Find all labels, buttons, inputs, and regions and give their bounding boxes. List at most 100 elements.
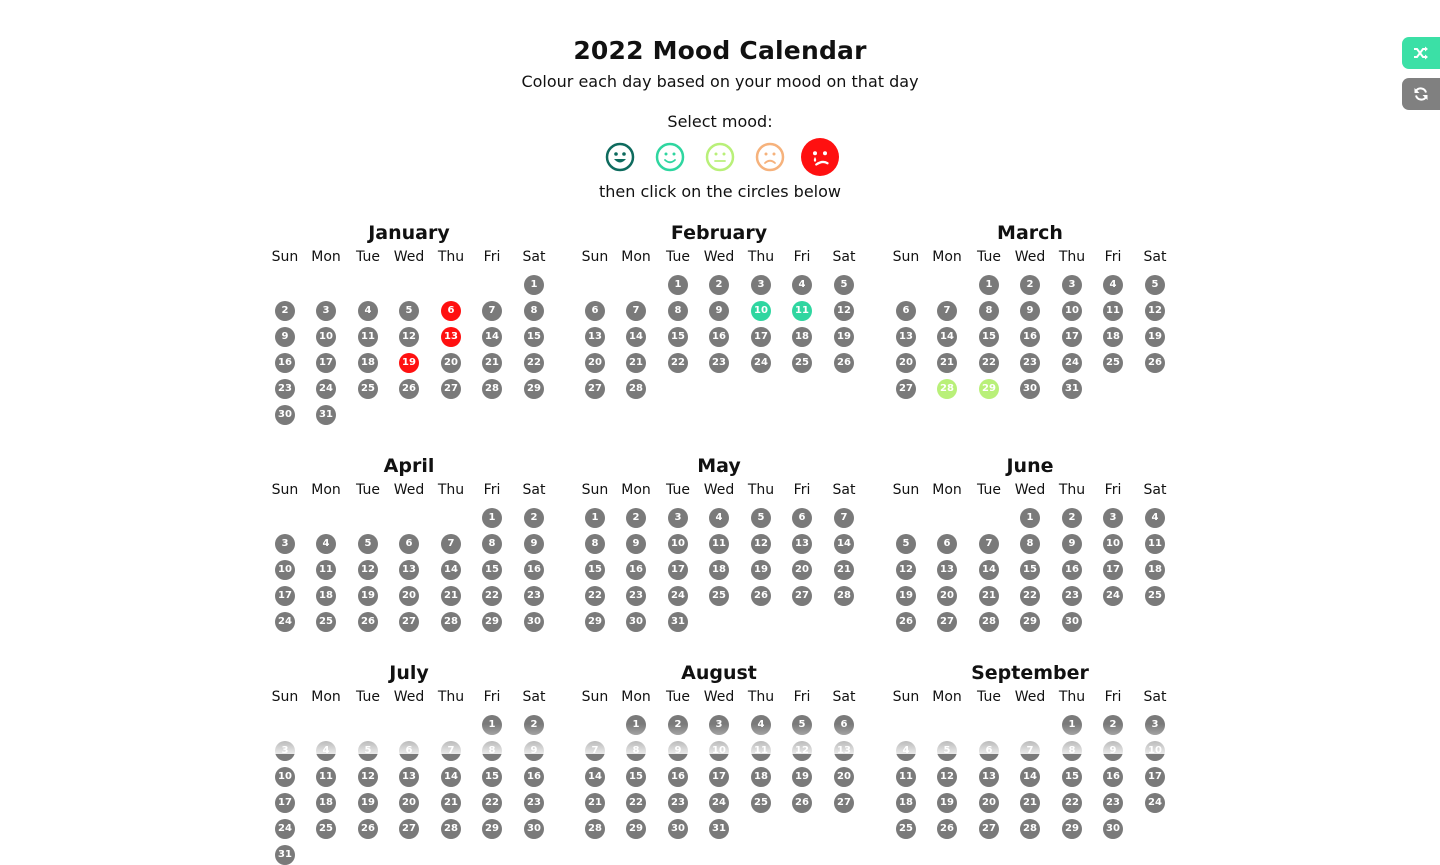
day-circle[interactable]: 3 — [316, 301, 336, 321]
day-circle[interactable]: 14 — [626, 327, 646, 347]
day-circle[interactable]: 9 — [1020, 301, 1040, 321]
day-circle[interactable]: 8 — [1062, 741, 1082, 761]
day-circle[interactable]: 23 — [524, 793, 544, 813]
day-circle[interactable]: 28 — [441, 819, 461, 839]
day-circle[interactable]: 13 — [834, 741, 854, 761]
day-circle[interactable]: 27 — [399, 819, 419, 839]
day-circle[interactable]: 19 — [1145, 327, 1165, 347]
day-circle[interactable]: 27 — [441, 379, 461, 399]
day-circle[interactable]: 15 — [524, 327, 544, 347]
day-circle[interactable]: 3 — [709, 715, 729, 735]
day-circle[interactable]: 11 — [792, 301, 812, 321]
day-circle[interactable]: 2 — [1103, 715, 1123, 735]
day-circle[interactable]: 21 — [585, 793, 605, 813]
day-circle[interactable]: 24 — [709, 793, 729, 813]
day-circle[interactable]: 5 — [834, 275, 854, 295]
day-circle[interactable]: 26 — [358, 819, 378, 839]
day-circle[interactable]: 24 — [275, 612, 295, 632]
day-circle[interactable]: 20 — [585, 353, 605, 373]
day-circle[interactable]: 3 — [275, 534, 295, 554]
day-circle[interactable]: 1 — [482, 715, 502, 735]
day-circle[interactable]: 3 — [1145, 715, 1165, 735]
day-circle[interactable]: 20 — [399, 793, 419, 813]
day-circle[interactable]: 25 — [709, 586, 729, 606]
day-circle[interactable]: 28 — [1020, 819, 1040, 839]
day-circle[interactable]: 13 — [979, 767, 999, 787]
day-circle[interactable]: 18 — [316, 586, 336, 606]
day-circle[interactable]: 16 — [1020, 327, 1040, 347]
day-circle[interactable]: 7 — [626, 301, 646, 321]
day-circle[interactable]: 20 — [937, 586, 957, 606]
day-circle[interactable]: 12 — [399, 327, 419, 347]
day-circle[interactable]: 26 — [358, 612, 378, 632]
day-circle[interactable]: 29 — [979, 379, 999, 399]
day-circle[interactable]: 28 — [585, 819, 605, 839]
day-circle[interactable]: 23 — [1062, 586, 1082, 606]
day-circle[interactable]: 5 — [751, 508, 771, 528]
day-circle[interactable]: 17 — [275, 793, 295, 813]
day-circle[interactable]: 2 — [1062, 508, 1082, 528]
day-circle[interactable]: 20 — [441, 353, 461, 373]
day-circle[interactable]: 17 — [751, 327, 771, 347]
day-circle[interactable]: 8 — [979, 301, 999, 321]
day-circle[interactable]: 6 — [441, 301, 461, 321]
day-circle[interactable]: 10 — [1145, 741, 1165, 761]
day-circle[interactable]: 13 — [399, 560, 419, 580]
day-circle[interactable]: 19 — [399, 353, 419, 373]
day-circle[interactable]: 22 — [668, 353, 688, 373]
day-circle[interactable]: 13 — [399, 767, 419, 787]
day-circle[interactable]: 15 — [585, 560, 605, 580]
day-circle[interactable]: 2 — [524, 508, 544, 528]
day-circle[interactable]: 10 — [1103, 534, 1123, 554]
day-circle[interactable]: 24 — [751, 353, 771, 373]
day-circle[interactable]: 28 — [979, 612, 999, 632]
day-circle[interactable]: 15 — [626, 767, 646, 787]
day-circle[interactable]: 9 — [668, 741, 688, 761]
day-circle[interactable]: 2 — [626, 508, 646, 528]
day-circle[interactable]: 27 — [399, 612, 419, 632]
day-circle[interactable]: 8 — [482, 741, 502, 761]
day-circle[interactable]: 5 — [792, 715, 812, 735]
day-circle[interactable]: 14 — [937, 327, 957, 347]
day-circle[interactable]: 29 — [482, 612, 502, 632]
day-circle[interactable]: 27 — [585, 379, 605, 399]
day-circle[interactable]: 25 — [358, 379, 378, 399]
day-circle[interactable]: 12 — [834, 301, 854, 321]
day-circle[interactable]: 29 — [626, 819, 646, 839]
mood-grin-button[interactable] — [605, 142, 635, 172]
day-circle[interactable]: 7 — [979, 534, 999, 554]
day-circle[interactable]: 26 — [792, 793, 812, 813]
day-circle[interactable]: 21 — [441, 793, 461, 813]
day-circle[interactable]: 22 — [1020, 586, 1040, 606]
day-circle[interactable]: 22 — [585, 586, 605, 606]
day-circle[interactable]: 9 — [524, 741, 544, 761]
day-circle[interactable]: 29 — [1062, 819, 1082, 839]
day-circle[interactable]: 10 — [275, 767, 295, 787]
day-circle[interactable]: 10 — [275, 560, 295, 580]
day-circle[interactable]: 16 — [524, 767, 544, 787]
day-circle[interactable]: 28 — [937, 379, 957, 399]
day-circle[interactable]: 26 — [751, 586, 771, 606]
day-circle[interactable]: 18 — [316, 793, 336, 813]
day-circle[interactable]: 28 — [834, 586, 854, 606]
day-circle[interactable]: 11 — [709, 534, 729, 554]
day-circle[interactable]: 24 — [668, 586, 688, 606]
day-circle[interactable]: 23 — [1020, 353, 1040, 373]
day-circle[interactable]: 11 — [316, 560, 336, 580]
day-circle[interactable]: 2 — [1020, 275, 1040, 295]
mood-frown-button[interactable] — [755, 142, 785, 172]
day-circle[interactable]: 17 — [668, 560, 688, 580]
day-circle[interactable]: 22 — [482, 586, 502, 606]
day-circle[interactable]: 27 — [937, 612, 957, 632]
day-circle[interactable]: 7 — [1020, 741, 1040, 761]
day-circle[interactable]: 5 — [937, 741, 957, 761]
day-circle[interactable]: 25 — [316, 819, 336, 839]
day-circle[interactable]: 21 — [979, 586, 999, 606]
day-circle[interactable]: 21 — [626, 353, 646, 373]
day-circle[interactable]: 18 — [709, 560, 729, 580]
day-circle[interactable]: 21 — [482, 353, 502, 373]
day-circle[interactable]: 6 — [937, 534, 957, 554]
day-circle[interactable]: 4 — [316, 534, 336, 554]
day-circle[interactable]: 10 — [316, 327, 336, 347]
day-circle[interactable]: 14 — [441, 560, 461, 580]
